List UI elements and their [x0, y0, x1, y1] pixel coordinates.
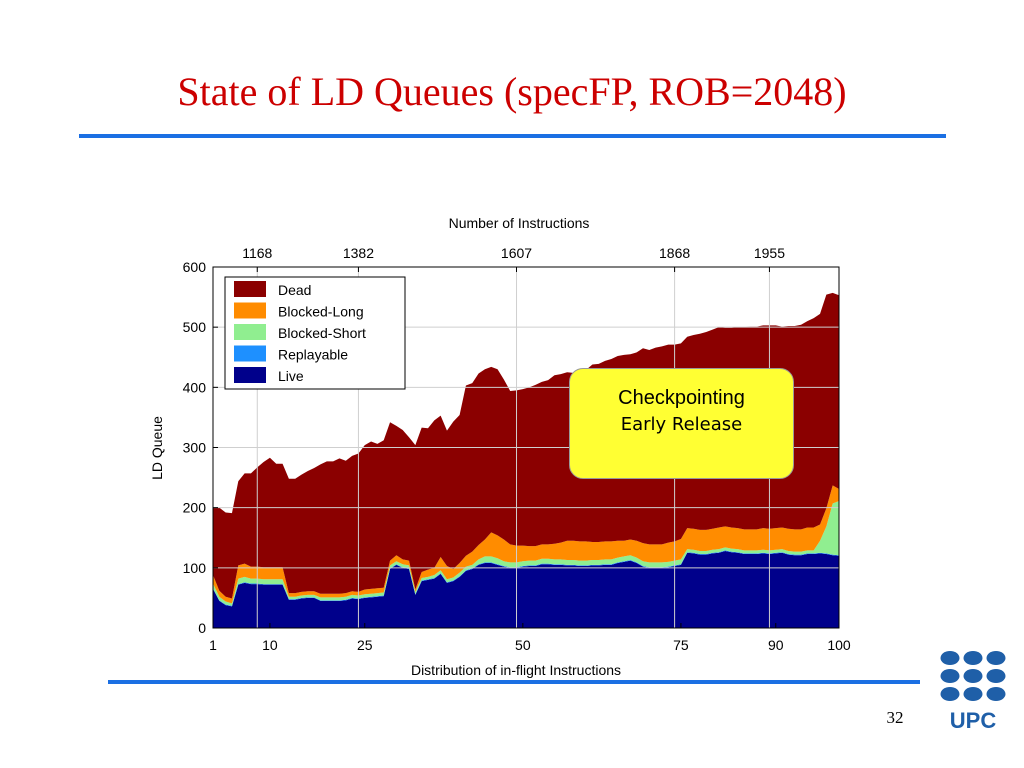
callout-line-1: Checkpointing — [618, 387, 745, 409]
x-tick-label: 1 — [209, 637, 217, 653]
x2-tick-label: 1607 — [501, 245, 532, 261]
x-tick-label: 75 — [673, 637, 689, 653]
y-tick-label: 300 — [183, 440, 207, 456]
y-tick-label: 500 — [183, 319, 207, 335]
y-tick-label: 600 — [183, 259, 207, 275]
bottom-rule — [108, 680, 920, 684]
x2-tick-label: 1382 — [343, 245, 374, 261]
upc-logo: UPC — [940, 651, 1006, 730]
y-tick-label: 400 — [183, 379, 207, 395]
logo-text: UPC — [950, 708, 997, 730]
legend-swatch — [234, 302, 266, 319]
legend-swatch — [234, 345, 266, 362]
logo-dot-grid — [940, 651, 1006, 701]
logo-dot — [986, 687, 1006, 701]
legend-label: Replayable — [278, 347, 348, 363]
y-axis-title: LD Queue — [149, 416, 165, 480]
legend-label: Live — [278, 368, 304, 384]
legend-label: Dead — [278, 282, 311, 298]
y-tick-label: 0 — [198, 620, 206, 636]
x2-tick-label: 1955 — [754, 245, 785, 261]
logo-dot — [986, 669, 1006, 683]
y-tick-label: 100 — [183, 560, 207, 576]
x2-tick-label: 1168 — [242, 245, 272, 261]
logo-dot — [940, 651, 960, 665]
logo-dot — [963, 651, 983, 665]
legend-label: Blocked-Short — [278, 325, 366, 341]
legend-label: Blocked-Long — [278, 304, 364, 320]
x-tick-label: 100 — [827, 637, 851, 653]
x-axis-title: Distribution of in-flight Instructions — [411, 662, 621, 678]
x-tick-label: 50 — [515, 637, 531, 653]
x2-axis-title: Number of Instructions — [449, 215, 590, 231]
x2-tick-label: 1868 — [659, 245, 690, 261]
page-number: 32 — [886, 708, 904, 727]
slide-title: State of LD Queues (specFP, ROB=2048) — [177, 69, 847, 114]
x-tick-label: 10 — [262, 637, 278, 653]
logo-dot — [963, 687, 983, 701]
area-blocked-long — [213, 485, 839, 604]
logo-dot — [940, 687, 960, 701]
logo-dot — [963, 669, 983, 683]
callout-line-2: Early Release — [620, 414, 743, 435]
y-tick-label: 200 — [183, 500, 207, 516]
legend-swatch — [234, 324, 266, 340]
area-live — [213, 550, 839, 628]
legend: Dead Blocked-Long Blocked-Short Replayable L… — [224, 276, 406, 390]
logo-dot — [940, 669, 960, 683]
logo-dot — [986, 651, 1006, 665]
legend-swatch — [234, 367, 266, 383]
legend-swatch — [234, 281, 266, 297]
x-tick-label: 90 — [768, 637, 784, 653]
x-tick-label: 25 — [357, 637, 373, 653]
callout-box: Checkpointing Early Release — [569, 368, 794, 479]
top-rule — [79, 134, 946, 138]
